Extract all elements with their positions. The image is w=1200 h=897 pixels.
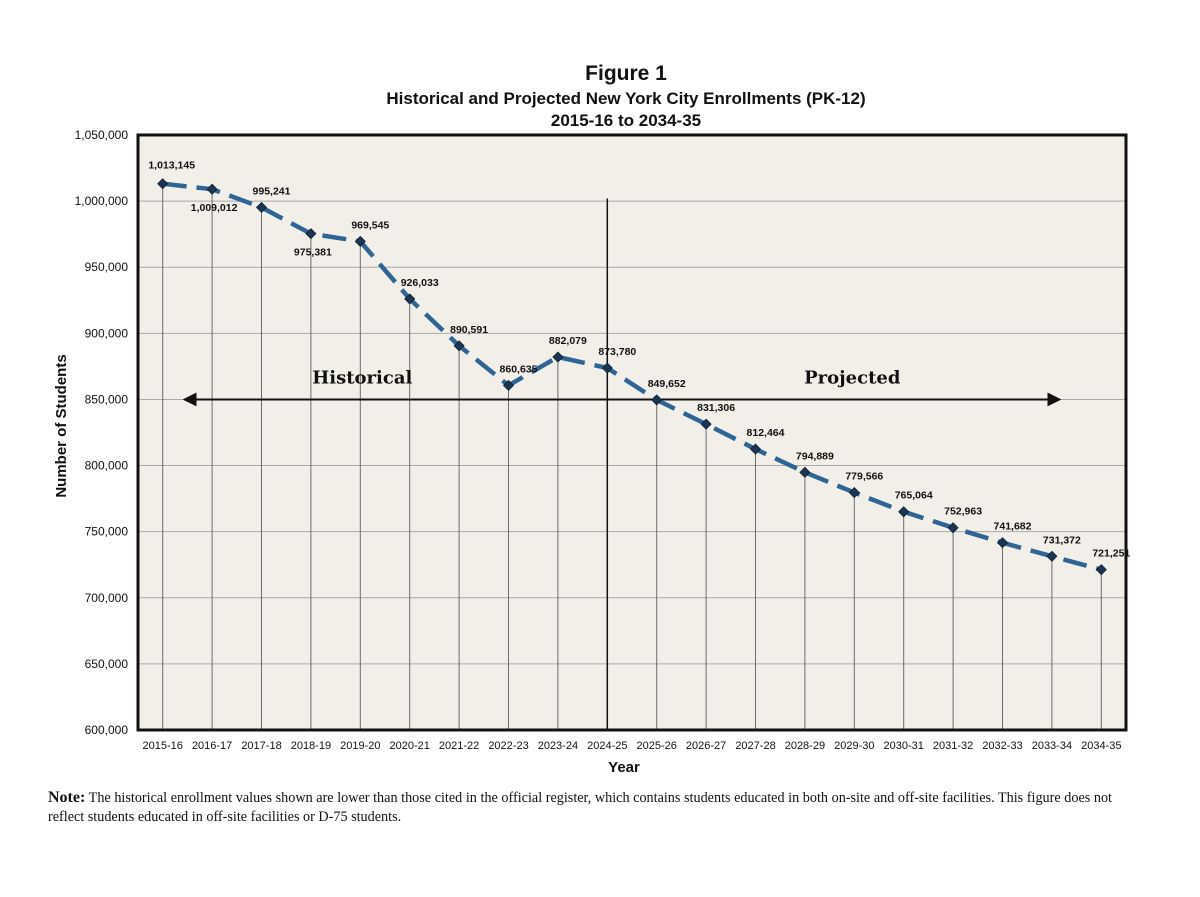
x-tick-label: 2027-28: [735, 740, 775, 752]
y-tick-label: 700,000: [85, 591, 129, 605]
x-tick-label: 2018-19: [291, 740, 331, 752]
chart-subtitle: 2015-16 to 2034-35: [551, 111, 701, 130]
data-point: [502, 379, 515, 391]
x-tick-label: 2024-25: [587, 740, 627, 752]
x-tick-label: 2025-26: [637, 740, 677, 752]
note-label: Note:: [48, 789, 86, 806]
plot-border: [136, 133, 1128, 732]
data-point: [947, 522, 959, 534]
data-point: [601, 362, 613, 374]
category-drop-lines: [162, 183, 1102, 730]
chart-note: Note: The historical enrollment values s…: [48, 788, 1112, 827]
data-label: 779,566: [845, 471, 883, 483]
y-tick-label: 800,000: [85, 459, 129, 473]
data-label: 873,780: [598, 346, 636, 358]
y-tick-labels: 600,000 650,000 700,000 750,000 800,000 850,0…: [75, 128, 129, 737]
series-line-layer: [162, 181, 1102, 572]
y-tick-label: 600,000: [85, 723, 129, 737]
x-tick-label: 2016-17: [192, 740, 232, 752]
data-label: 721,251: [1092, 548, 1130, 560]
y-tick-label: 950,000: [85, 260, 129, 274]
data-markers: [157, 178, 1107, 576]
data-label: 882,079: [549, 335, 587, 347]
data-point: [799, 466, 811, 478]
x-tick-label: 2022-23: [488, 740, 528, 752]
x-tick-label: 2030-31: [884, 740, 924, 752]
x-tick-labels: 2015-16 2016-17 2017-18 2018-19 2019-20 2020-…: [143, 740, 1122, 752]
data-label: 975,381: [294, 247, 332, 259]
x-tick-label: 2034-35: [1081, 740, 1121, 752]
x-tick-label: 2020-21: [390, 740, 430, 752]
data-label: 890,591: [450, 324, 488, 336]
data-label: 752,963: [944, 506, 982, 518]
data-point: [255, 201, 268, 213]
data-label: 765,064: [895, 490, 933, 502]
figure-label: Figure 1: [585, 62, 667, 85]
projected-label: Projected: [804, 367, 901, 388]
data-label: 926,033: [401, 277, 439, 289]
data-label: 1,013,145: [148, 160, 195, 172]
y-tick-label: 650,000: [85, 657, 129, 671]
x-tick-label: 2029-30: [834, 740, 874, 752]
enrollment-series-line: [162, 181, 1102, 572]
data-label: 1,009,012: [191, 202, 238, 214]
note-text: The historical enrollment values shown a…: [48, 790, 1113, 825]
data-label: 794,889: [796, 450, 834, 462]
y-axis-label: Number of Students: [53, 354, 70, 497]
x-tick-label: 2031-32: [933, 740, 973, 752]
data-label: 741,682: [994, 521, 1032, 533]
data-point: [157, 178, 169, 190]
data-label: 849,652: [648, 378, 686, 390]
x-axis-label: Year: [608, 759, 640, 776]
y-tick-label: 900,000: [85, 326, 129, 340]
data-point: [404, 293, 416, 305]
data-point: [552, 351, 564, 363]
data-point: [651, 394, 663, 406]
data-point: [206, 183, 218, 195]
data-point: [898, 506, 910, 518]
y-tick-label: 1,000,000: [75, 194, 129, 208]
data-point: [749, 443, 762, 455]
data-point: [1095, 564, 1107, 576]
data-point: [1046, 550, 1058, 562]
data-point: [305, 228, 317, 240]
historical-label: Historical: [312, 367, 412, 388]
x-tick-label: 2015-16: [143, 740, 183, 752]
page-number: 8: [1112, 0, 1120, 3]
data-point: [848, 487, 860, 499]
y-tick-label: 750,000: [85, 525, 129, 539]
data-point: [700, 418, 712, 430]
x-tick-label: 2023-24: [538, 740, 578, 752]
plot-area: [138, 135, 1126, 730]
x-tick-label: 2017-18: [241, 740, 281, 752]
chart-title: Historical and Projected New York City E…: [386, 89, 865, 108]
data-label: 731,372: [1043, 534, 1081, 546]
data-point: [354, 235, 366, 247]
data-label: 860,635: [500, 363, 538, 375]
data-point: [453, 340, 465, 352]
x-tick-label: 2021-22: [439, 740, 479, 752]
data-label: 831,306: [697, 402, 735, 414]
y-tick-label: 850,000: [85, 392, 129, 406]
data-point: [996, 537, 1009, 549]
y-tick-label: 1,050,000: [75, 128, 129, 142]
x-tick-label: 2033-34: [1032, 740, 1072, 752]
enrollment-chart: Figure 1 Historical and Projected New Yo…: [53, 62, 1130, 776]
x-tick-label: 2026-27: [686, 740, 726, 752]
data-label: 812,464: [747, 427, 785, 439]
x-tick-label: 2028-29: [785, 740, 825, 752]
data-labels: 1,013,145 1,009,012 995,241 975,381 969,545 9…: [148, 160, 1130, 560]
x-tick-label: 2032-33: [982, 740, 1022, 752]
data-label: 995,241: [253, 185, 291, 197]
x-tick-label: 2019-20: [340, 740, 380, 752]
data-label: 969,545: [351, 219, 389, 231]
